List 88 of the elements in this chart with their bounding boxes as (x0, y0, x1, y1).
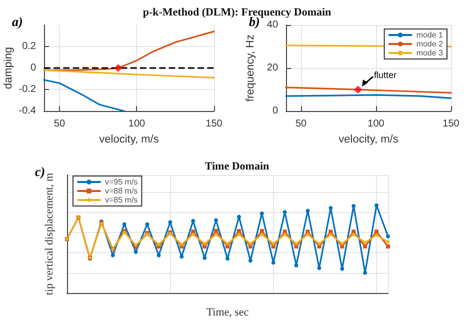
y-tick-label: -0.4 (18, 106, 36, 117)
point (202, 244, 207, 248)
x-tick-label: 150 (442, 118, 460, 130)
point (248, 258, 252, 263)
point (328, 232, 333, 236)
y-axis-title: tip vertical displacement, m (44, 172, 56, 296)
x-tick-label: 50 (54, 118, 66, 130)
legend-label: mode 1 (416, 30, 444, 40)
point (294, 263, 298, 268)
point (202, 242, 207, 246)
point (180, 254, 184, 259)
point (282, 210, 287, 214)
point (226, 256, 230, 261)
x-tick-label: 100 (128, 118, 146, 130)
point (374, 233, 379, 238)
point (248, 242, 252, 246)
point (340, 266, 344, 271)
x-axis-title: velocity, m/s (338, 134, 399, 146)
point (352, 230, 356, 234)
point (306, 230, 310, 234)
legend-label: v=95 m/s (105, 178, 138, 186)
y-tick-label: -0.2 (18, 84, 36, 96)
point (260, 232, 264, 236)
point (214, 232, 218, 236)
point (363, 240, 368, 244)
y-axis-title: damping (2, 46, 14, 90)
point (363, 270, 368, 275)
point (306, 232, 310, 236)
legend-label: v=88 m/s (105, 186, 138, 196)
y-tick-label: 40 (266, 20, 278, 30)
point (168, 220, 172, 224)
point (340, 244, 344, 248)
point (226, 242, 230, 246)
y-axis-title: frequency, Hz (244, 34, 256, 102)
x-tick-label: 150 (206, 118, 223, 130)
text: a) (12, 14, 23, 29)
point (122, 222, 126, 226)
point (386, 234, 390, 238)
point (386, 240, 390, 244)
point (317, 266, 322, 270)
point (282, 232, 287, 236)
point (248, 244, 252, 248)
point (294, 242, 298, 246)
line-series (43, 79, 126, 112)
point (236, 228, 241, 233)
point (191, 232, 196, 236)
point (328, 206, 333, 210)
point (145, 222, 150, 226)
point (374, 203, 379, 208)
point (260, 228, 264, 233)
text: p-k-Method (DLM): Frequency Domain (142, 6, 332, 18)
point (110, 253, 115, 258)
point (271, 244, 276, 248)
annotation: flutter (374, 70, 397, 80)
point (271, 260, 276, 265)
point (306, 208, 310, 213)
legend-label: mode 2 (416, 40, 444, 48)
point (236, 232, 241, 236)
point (191, 218, 196, 223)
legend-label: v=85 m/s (105, 196, 138, 204)
point (214, 228, 218, 233)
point (202, 256, 207, 260)
x-tick-label: 50 (295, 118, 308, 130)
y-tick-label: 20 (266, 62, 278, 74)
point (328, 230, 333, 234)
legend-label: mode 3 (416, 48, 444, 58)
point (214, 218, 218, 222)
point (156, 253, 161, 258)
x-axis-title: velocity, m/s (99, 134, 160, 146)
x-tick-label: 100 (368, 118, 385, 130)
point (271, 242, 276, 246)
point (191, 230, 196, 234)
y-tick-label: 0 (30, 62, 36, 74)
chart-title: Time Domain (204, 160, 270, 172)
point (363, 244, 368, 248)
point (340, 242, 344, 246)
x-axis-title: Time, sec (206, 306, 249, 318)
point (236, 214, 241, 219)
y-tick-label: 0 (272, 106, 278, 117)
point (352, 232, 356, 236)
point (317, 242, 322, 246)
y-tick-label: 0.2 (22, 41, 36, 52)
point (282, 230, 287, 234)
point (374, 230, 379, 234)
point (386, 244, 390, 248)
point (352, 204, 356, 208)
text: c) (35, 164, 46, 179)
point (260, 211, 264, 216)
